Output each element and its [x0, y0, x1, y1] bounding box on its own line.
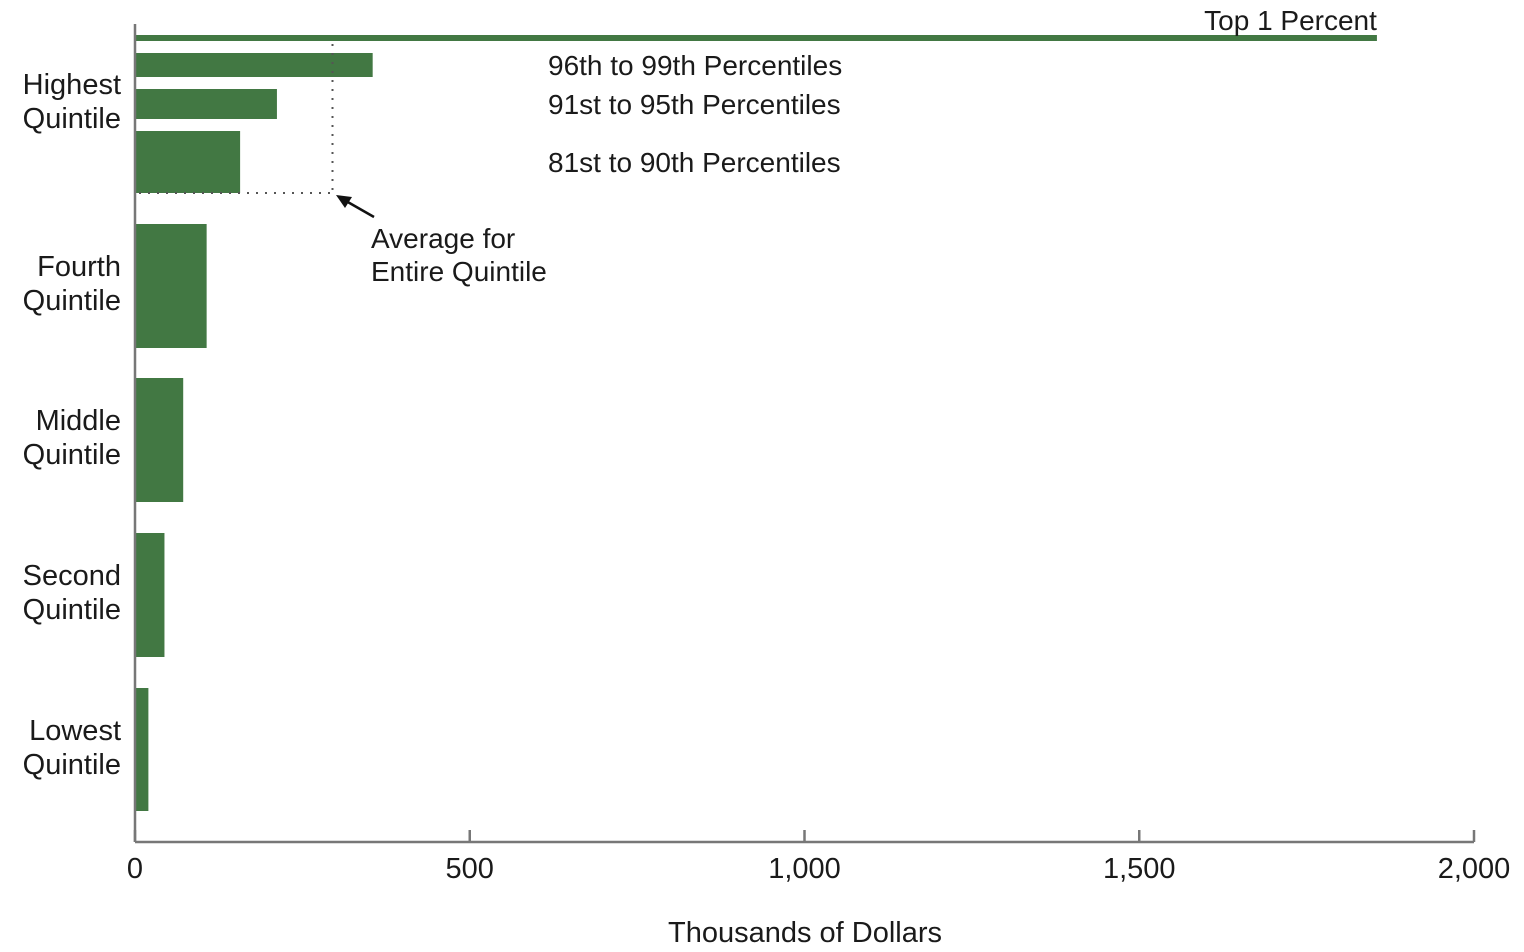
category-label-middle-quintile-2: Quintile: [23, 439, 121, 471]
annotation-text-2: Entire Quintile: [371, 256, 547, 287]
bar-top-1-percent: [135, 35, 1377, 41]
annotation-arrow-line: [345, 199, 375, 219]
category-label-highest-quintile-2: Quintile: [23, 103, 121, 135]
bar-middle-quintile: [135, 378, 184, 502]
bar-label-81st-to-90th-percentiles: 81st to 90th Percentiles: [548, 147, 841, 178]
bar-label-96th-to-99th-percentiles: 96th to 99th Percentiles: [548, 50, 842, 81]
axes-group: [133, 24, 1476, 844]
bar-second-quintile: [135, 533, 165, 657]
bar-91st-to-95th-percentiles: [135, 89, 277, 119]
category-label-lowest-quintile-1: Lowest: [29, 715, 121, 747]
bar-lowest-quintile: [135, 688, 149, 811]
category-label-fourth-quintile-2: Quintile: [23, 285, 121, 317]
x-tick-label-1500: 1,500: [1103, 853, 1176, 885]
bar-label-91st-to-95th-percentiles: 91st to 95th Percentiles: [548, 89, 841, 120]
x-tick-label-500: 500: [446, 853, 494, 885]
category-label-lowest-quintile-2: Quintile: [23, 749, 121, 781]
bars-group: [135, 35, 1377, 811]
annotation-arrow-head: [336, 195, 352, 208]
x-tick-label-1000: 1,000: [768, 853, 841, 885]
category-label-second-quintile-2: Quintile: [23, 594, 121, 626]
category-label-second-quintile-1: Second: [23, 560, 121, 592]
annotation-text-1: Average for: [371, 223, 515, 254]
bar-81st-to-90th-percentiles: [135, 131, 241, 193]
category-label-fourth-quintile-1: Fourth: [37, 251, 121, 283]
labels-group: Top 1 Percent 96th to 99th Percentiles 91s…: [23, 5, 1511, 885]
x-tick-label-2000: 2,000: [1438, 853, 1511, 885]
category-label-middle-quintile-1: Middle: [36, 405, 121, 437]
x-tick-label-0: 0: [127, 853, 143, 885]
bar-fourth-quintile: [135, 224, 207, 348]
bar-96th-to-99th-percentiles: [135, 53, 373, 77]
bar-label-top-1-percent: Top 1 Percent: [1204, 5, 1377, 36]
category-label-highest-quintile-1: Highest: [23, 69, 121, 101]
x-axis-title: Thousands of Dollars: [668, 917, 942, 947]
